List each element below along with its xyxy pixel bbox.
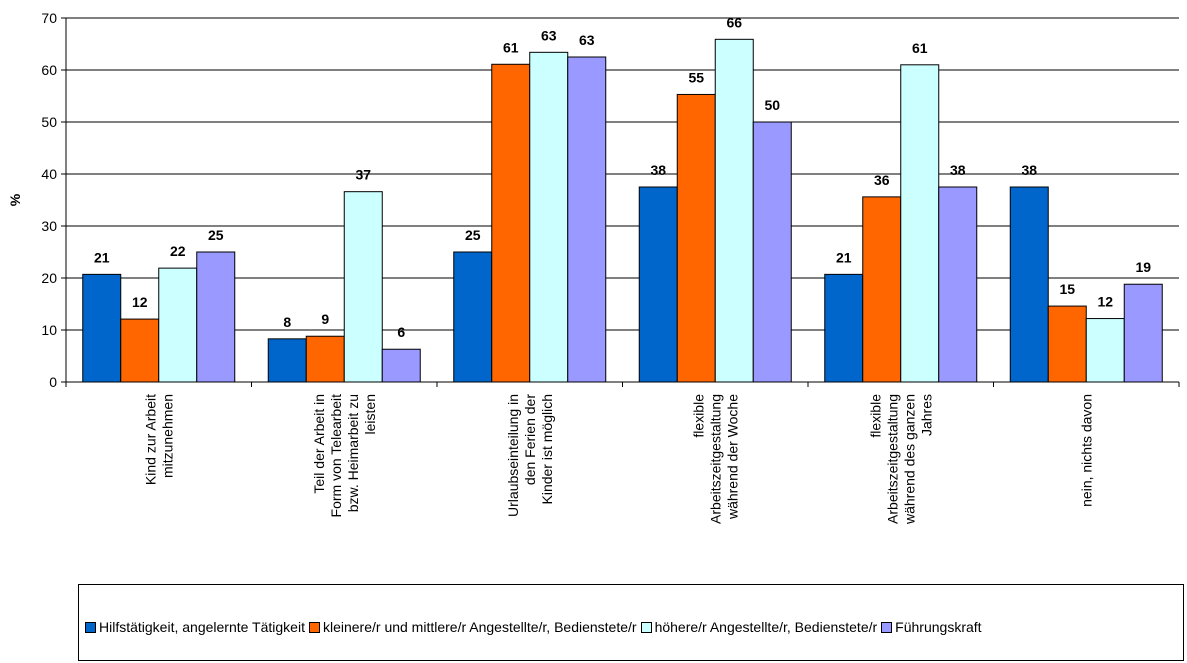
category-label-line: leisten — [362, 394, 378, 434]
legend-label: kleinere/r und mittlere/r Angestellte/r,… — [322, 619, 637, 635]
bar — [82, 273, 122, 383]
category-label-line: Kind zur Arbeit — [142, 394, 158, 485]
data-label: 50 — [764, 97, 780, 113]
data-label: 12 — [132, 294, 148, 310]
category-label-line: flexible — [867, 394, 883, 438]
bar — [824, 273, 864, 383]
data-label: 36 — [874, 172, 890, 188]
data-label: 38 — [950, 162, 966, 178]
data-label: 6 — [397, 324, 405, 340]
category-label-line: Arbeitszeitgestaltung — [707, 394, 723, 524]
data-label: 55 — [688, 69, 704, 85]
data-label: 37 — [355, 167, 371, 183]
y-tick-label: 70 — [41, 10, 57, 26]
legend-label: Hilfstätigkeit, angelernte Tätigkeit — [99, 619, 305, 635]
y-tick-label: 10 — [41, 322, 57, 338]
legend-item: Führungskraft — [881, 619, 982, 635]
bar — [267, 338, 307, 383]
data-label: 63 — [579, 32, 595, 48]
category-label-line: Arbeitszeitgestaltung — [884, 394, 900, 524]
data-label: 25 — [208, 227, 224, 243]
bar-chart: 21 8 25 38 21 38 12 9 61 55 36 15 22 37 63 66 61 12 25 6 63 5… — [7, 10, 1180, 525]
bar — [938, 186, 978, 383]
bar — [453, 251, 493, 383]
y-axis-label: % — [7, 193, 23, 206]
bar — [196, 251, 236, 383]
data-label: 21 — [836, 249, 852, 265]
y-tick-label: 30 — [41, 218, 57, 234]
legend-label: höhere/r Angestellte/r, Bedienstete/r — [654, 619, 878, 635]
data-label: 12 — [1097, 294, 1113, 310]
bar — [1085, 318, 1125, 383]
category-label-line: bzw. Heimarbeit zu — [345, 394, 361, 512]
category-label-line: mitzunehmen — [159, 394, 175, 478]
legend-item: Hilfstätigkeit, angelernte Tätigkeit — [85, 619, 305, 635]
category-label-line: Form von Telearbeit — [328, 394, 344, 518]
y-tick-label: 40 — [41, 166, 57, 182]
category-label-line: während der Woche — [724, 394, 740, 520]
bar — [529, 51, 569, 383]
bar — [1047, 305, 1087, 383]
category-label-line: Kinder ist möglich — [539, 394, 555, 505]
bar — [491, 63, 531, 383]
y-tick-label: 20 — [41, 270, 57, 286]
bar — [343, 191, 383, 383]
legend-item: höhere/r Angestellte/r, Bedienstete/r — [640, 619, 878, 635]
data-label: 22 — [170, 243, 186, 259]
category-label-line: Urlaubseinteilung in — [505, 394, 521, 517]
category-label-line: den Ferien der — [522, 394, 538, 485]
data-label: 25 — [465, 227, 481, 243]
bar — [1123, 283, 1163, 383]
bar — [120, 318, 160, 383]
bar — [676, 93, 716, 383]
category-label-line: Teil der Arbeit in — [311, 394, 327, 494]
data-label: 8 — [283, 314, 291, 330]
y-tick-label: 50 — [41, 114, 57, 130]
data-label: 38 — [650, 162, 666, 178]
legend-swatch — [640, 621, 652, 633]
data-label: 61 — [503, 39, 519, 55]
data-label: 19 — [1135, 259, 1151, 275]
data-label: 38 — [1021, 162, 1037, 178]
bar — [900, 64, 940, 383]
bar — [1009, 186, 1049, 383]
category-label: Teil der Arbeit in Form von Telearbeit bzw… — [311, 394, 378, 518]
y-tick-label: 60 — [41, 62, 57, 78]
category-label: flexible Arbeitszeitgestaltung während des… — [867, 394, 934, 525]
category-label-line: nein, nichts davon — [1078, 394, 1094, 507]
legend-swatch — [85, 621, 96, 633]
legend-swatch — [308, 621, 320, 633]
y-tick-label: 0 — [49, 374, 57, 390]
bar — [305, 335, 345, 383]
bar — [567, 56, 607, 383]
legend-item: kleinere/r und mittlere/r Angestellte/r,… — [308, 619, 637, 635]
category-label-line: Jahres — [918, 394, 934, 436]
data-label: 61 — [912, 40, 928, 56]
bar — [862, 196, 902, 383]
category-label-line: flexible — [690, 394, 706, 438]
legend-label: Führungskraft — [895, 619, 982, 635]
category-label: nein, nichts davon — [1078, 394, 1094, 507]
category-label: flexible Arbeitszeitgestaltung während der… — [690, 394, 740, 524]
data-label: 9 — [321, 311, 329, 327]
bar — [381, 348, 421, 383]
chart-legend: Hilfstätigkeit, angelernte Tätigkeit klei… — [78, 584, 1184, 661]
bar — [714, 38, 754, 383]
data-label: 15 — [1059, 281, 1075, 297]
bar — [638, 186, 678, 383]
data-label: 63 — [541, 27, 557, 43]
category-label: Kind zur Arbeit mitzunehmen — [142, 394, 175, 485]
data-label: 66 — [726, 14, 742, 30]
category-label-line: während des ganzen — [901, 394, 917, 525]
category-label: Urlaubseinteilung in den Ferien der Kinder… — [505, 394, 555, 517]
bar — [752, 121, 792, 383]
bar — [158, 267, 198, 383]
data-label: 21 — [94, 249, 110, 265]
legend-swatch — [881, 621, 893, 633]
